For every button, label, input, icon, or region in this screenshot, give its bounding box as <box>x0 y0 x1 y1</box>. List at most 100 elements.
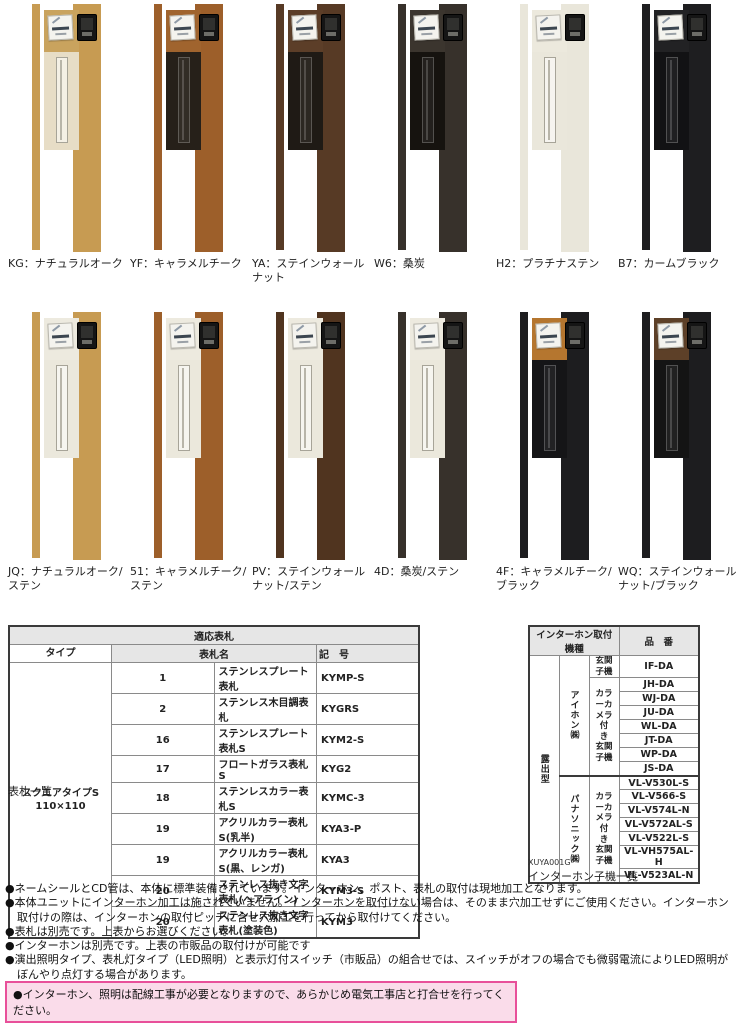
nameplate-panel <box>166 318 201 360</box>
nameplate-number: 19 <box>111 813 215 845</box>
mail-slot <box>177 365 190 451</box>
note-item: ●本体ユニットにインターホン加工は施されていません。インターホンを取付けない場合… <box>5 896 729 924</box>
nameplate-logo <box>51 324 61 332</box>
model-number: WP-DA <box>618 747 700 763</box>
post-side-bar <box>276 312 284 558</box>
table-row: 露出型 アイホン㈱ 玄関子機 IF-DA <box>528 654 700 884</box>
notes-list: ●ネームシールとCD管は、本体に標準装備されています。インターホン、ポスト、表札… <box>5 882 737 982</box>
nameplate-logo <box>295 16 305 24</box>
louver-section <box>410 360 445 458</box>
model-number: VL-V572AL-S <box>618 817 700 833</box>
louver-section <box>44 52 79 150</box>
nameplate <box>169 322 196 349</box>
nameplate <box>657 322 684 349</box>
post-figure <box>398 312 468 560</box>
intercom-button <box>448 32 458 36</box>
table-row: 2 ステンレス木目調表札 KYGRS <box>9 693 420 725</box>
nameplate <box>535 14 562 41</box>
louver-section <box>288 52 323 150</box>
louver-section <box>532 360 567 458</box>
post-figure <box>276 312 346 560</box>
nameplate-panel <box>288 318 323 360</box>
post-side-bar <box>520 4 528 250</box>
intercom-unit <box>687 14 707 41</box>
table-row: カラーカメラ 付 き 玄関子機 JH-DA <box>529 677 700 777</box>
nameplate-logo <box>417 324 427 332</box>
intercom-table: インターホン取付機種品 番露出型 アイホン㈱ 玄関子機 IF-DA カラーカメラ 付 き… <box>528 625 700 884</box>
post-variant-51: 51：キャラメルチーク/ ステン <box>130 312 252 594</box>
model-number: JT-DA <box>618 733 700 749</box>
nameplate-panel <box>532 318 567 360</box>
mail-slot <box>299 365 312 451</box>
unit-type-cell: カラーカメラ 付 き 玄関子機 <box>588 774 620 884</box>
nameplate-subtext-line <box>299 32 311 36</box>
intercom-button <box>692 32 702 36</box>
nameplate-number: 20 <box>111 875 215 907</box>
post-variant-W6: W6：桑炭 <box>374 4 496 286</box>
nameplate-table-caption: 表札一覧 <box>8 785 52 798</box>
intercom-screen <box>447 18 459 30</box>
unit-type-cell: カラーカメラ 付 き 玄関子機 <box>588 677 620 777</box>
nameplate-panel <box>654 10 689 52</box>
nameplate-logo <box>173 324 183 332</box>
type-cell: スクエアタイプS 110×110 <box>8 662 112 939</box>
table-row: 17 フロートガラス表札S KYG2 <box>9 755 420 783</box>
intercom-screen <box>691 326 703 338</box>
post-figure <box>642 312 712 560</box>
function-panel <box>410 10 445 150</box>
function-panel <box>44 10 79 150</box>
nameplate-logo <box>417 16 427 24</box>
nameplate-text-line <box>51 334 70 339</box>
nameplate-code: KYM3 <box>316 906 420 939</box>
model-number: VL-VH575AL-H <box>618 845 700 870</box>
post-figure <box>398 4 468 252</box>
nameplate-subtext-line <box>299 340 311 344</box>
post-color-label: B7：カームブラック <box>618 257 720 270</box>
post-side-bar <box>642 312 650 558</box>
model-number: IF-DA <box>618 654 700 679</box>
table-title: 適応表札 <box>8 625 420 645</box>
post-side-bar <box>32 4 40 250</box>
maker-label: パナソニック㈱ <box>568 794 579 865</box>
model-number: VL-V522L-S <box>618 831 700 847</box>
nameplate-code: KYA3 <box>316 844 420 876</box>
nameplate <box>291 14 318 41</box>
table-header-row: インターホン取付機種品 番 <box>528 625 700 656</box>
nameplate-panel <box>44 10 79 52</box>
post-color-label: YF：キャラメルチーク <box>130 257 242 270</box>
nameplate <box>169 14 196 41</box>
nameplate-subtext-line <box>665 340 677 344</box>
model-number: JH-DA <box>618 677 700 693</box>
intercom-button <box>326 340 336 344</box>
function-panel <box>410 318 445 458</box>
nameplate-code: KYM3-S <box>316 875 420 907</box>
post-side-bar <box>276 4 284 250</box>
maker-cell: パナソニック㈱ <box>558 774 590 884</box>
nameplate-number: 16 <box>111 724 215 756</box>
nameplate-text-line <box>51 26 70 31</box>
intercom-unit <box>77 322 97 349</box>
post-variant-YA: YA：ステインウォールナット <box>252 4 374 286</box>
nameplate <box>47 322 74 349</box>
nameplate-code: KYMC-3 <box>316 782 420 814</box>
post-color-label: 4D：桑炭/ステン <box>374 565 460 578</box>
maker-cell: アイホン㈱ <box>558 654 590 777</box>
nameplate-logo <box>295 324 305 332</box>
intercom-button <box>692 340 702 344</box>
post-variant-PV: PV：ステインウォール ナット/ステン <box>252 312 374 594</box>
note-item: ●インターホンは別売です。上表の市販品の取付けが可能です <box>5 939 311 953</box>
mail-slot <box>299 57 312 143</box>
nameplate-text-line <box>295 26 314 31</box>
nameplate-subtext-line <box>543 32 555 36</box>
model-number: VL-V523AL-N <box>618 868 700 884</box>
mail-slot <box>665 57 678 143</box>
intercom-screen <box>203 326 215 338</box>
table-row: VL-V523AL-N <box>529 868 700 884</box>
nameplate-subtext-line <box>665 32 677 36</box>
nameplate-name: ステンレスプレート表札S <box>213 724 317 756</box>
model-number: JS-DA <box>618 761 700 777</box>
nameplate-logo <box>539 324 549 332</box>
intercom-unit <box>77 14 97 41</box>
function-panel <box>166 10 201 150</box>
nameplate-logo <box>51 16 61 24</box>
